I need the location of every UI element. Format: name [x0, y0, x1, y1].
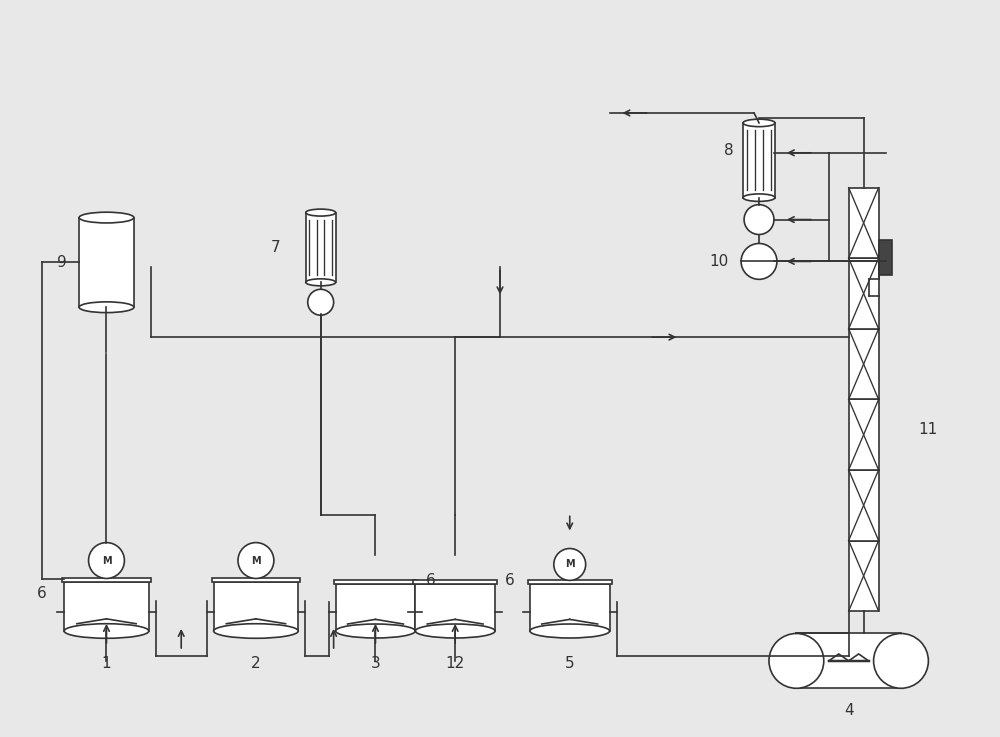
Polygon shape	[849, 258, 879, 329]
Circle shape	[741, 243, 777, 279]
Polygon shape	[849, 329, 879, 399]
Circle shape	[554, 548, 586, 581]
Text: 6: 6	[505, 573, 515, 588]
Ellipse shape	[79, 212, 134, 223]
Polygon shape	[849, 470, 879, 540]
Polygon shape	[214, 582, 298, 631]
Text: 10: 10	[710, 254, 729, 269]
Polygon shape	[849, 399, 879, 470]
Ellipse shape	[214, 624, 298, 638]
Polygon shape	[336, 584, 415, 631]
Text: 3: 3	[371, 657, 380, 671]
Ellipse shape	[530, 624, 610, 638]
Polygon shape	[849, 188, 879, 258]
Polygon shape	[79, 217, 134, 307]
Ellipse shape	[79, 302, 134, 312]
Text: 7: 7	[271, 240, 281, 255]
Ellipse shape	[336, 624, 415, 638]
Polygon shape	[334, 581, 417, 584]
Circle shape	[744, 205, 774, 234]
Polygon shape	[849, 540, 879, 611]
Polygon shape	[212, 579, 300, 582]
Circle shape	[308, 290, 334, 315]
Text: 9: 9	[57, 255, 67, 270]
Text: 12: 12	[446, 657, 465, 671]
Polygon shape	[306, 212, 336, 282]
Text: 4: 4	[844, 703, 853, 718]
Ellipse shape	[64, 624, 149, 638]
Polygon shape	[743, 123, 775, 198]
Polygon shape	[796, 634, 901, 688]
Text: M: M	[102, 556, 111, 565]
Text: 2: 2	[251, 657, 261, 671]
Ellipse shape	[415, 624, 495, 638]
Ellipse shape	[306, 209, 336, 216]
Ellipse shape	[874, 634, 928, 688]
Polygon shape	[62, 579, 151, 582]
Ellipse shape	[306, 279, 336, 286]
Ellipse shape	[743, 119, 775, 127]
Text: 1: 1	[102, 657, 111, 671]
Ellipse shape	[769, 634, 824, 688]
Polygon shape	[64, 582, 149, 631]
Text: 6: 6	[37, 586, 47, 601]
Polygon shape	[415, 584, 495, 631]
Text: 6: 6	[425, 573, 435, 588]
Polygon shape	[530, 584, 610, 631]
Circle shape	[238, 542, 274, 579]
Polygon shape	[413, 581, 497, 584]
Text: 5: 5	[565, 657, 575, 671]
Text: M: M	[251, 556, 261, 565]
Polygon shape	[528, 581, 612, 584]
Text: 8: 8	[724, 143, 734, 158]
Bar	[879, 240, 892, 275]
Text: 11: 11	[919, 422, 938, 437]
Circle shape	[89, 542, 124, 579]
Text: M: M	[565, 559, 575, 570]
Ellipse shape	[743, 194, 775, 201]
